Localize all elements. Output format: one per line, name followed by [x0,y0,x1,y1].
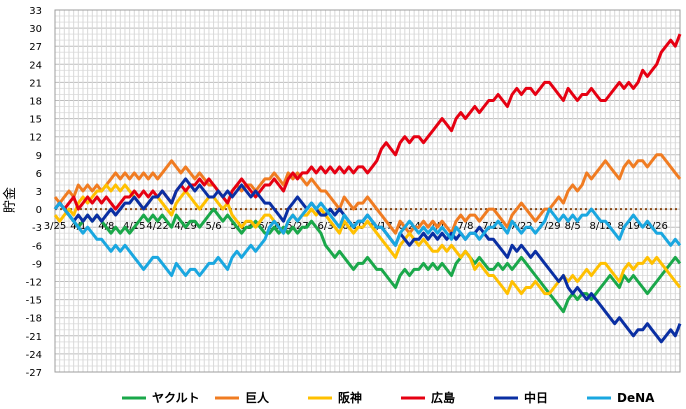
series-line-DeNA [53,201,682,277]
x-tick-label: 8/12 [589,221,611,232]
y-tick-label: -3 [32,223,42,234]
x-tick-label: 8/19 [617,221,639,232]
x-tick-label: 8/5 [565,221,581,232]
x-tick-label: 7/29 [538,221,560,232]
y-tick-label: -6 [32,241,42,252]
legend: ヤクルト 巨人 阪神 広島 中日 DeNA [122,390,655,405]
series-line-阪神 [53,183,682,296]
y-tick-label: 18 [29,97,42,108]
x-tick-label: 7/8 [457,221,473,232]
x-tick-label: 7/22 [510,221,532,232]
y-tick-label: 9 [36,151,42,162]
y-tick-label: -15 [26,296,42,307]
y-tick-label: -27 [26,368,42,379]
x-tick-label: 8/26 [645,221,667,232]
x-tick-label: 5/6 [206,221,222,232]
y-tick-label: 30 [29,24,42,35]
y-tick-label: -18 [26,314,42,325]
y-tick-label: -9 [32,259,42,270]
y-tick-label: 33 [29,6,42,17]
plot-area-border [54,9,681,373]
y-axis-ticks: 33302724211815129630-3-6-9-12-15-18-21-2… [26,6,42,379]
y-tick-label: 15 [29,115,42,126]
x-tick-label: 3/25 [44,221,66,232]
y-tick-label: 24 [29,60,42,71]
x-tick-label: 4/22 [146,221,168,232]
legend-label: 中日 [524,390,548,405]
x-tick-label: 6/3 [317,221,333,232]
series-line-巨人 [53,153,682,235]
x-tick-label: 6/24 [398,221,420,232]
legend-label: ヤクルト [152,391,200,405]
legend-label: 阪神 [338,390,362,405]
y-tick-label: 12 [29,133,42,144]
y-tick-label: 21 [29,78,42,89]
y-tick-label: 3 [36,187,42,198]
legend-label: 巨人 [245,390,270,405]
y-tick-label: 27 [29,42,42,53]
grid [54,9,681,373]
series-lines [53,33,682,344]
legend-label: 広島 [431,390,455,405]
x-tick-label: 5/27 [286,221,308,232]
y-tick-label: -21 [26,332,42,343]
legend-label: DeNA [617,391,655,405]
y-axis-label: 貯金 [2,187,18,213]
y-tick-label: -12 [26,278,42,289]
y-tick-label: -24 [26,350,42,361]
series-line-ヤクルト [53,201,682,314]
y-tick-label: 0 [36,205,42,216]
y-tick-label: 6 [36,169,42,180]
